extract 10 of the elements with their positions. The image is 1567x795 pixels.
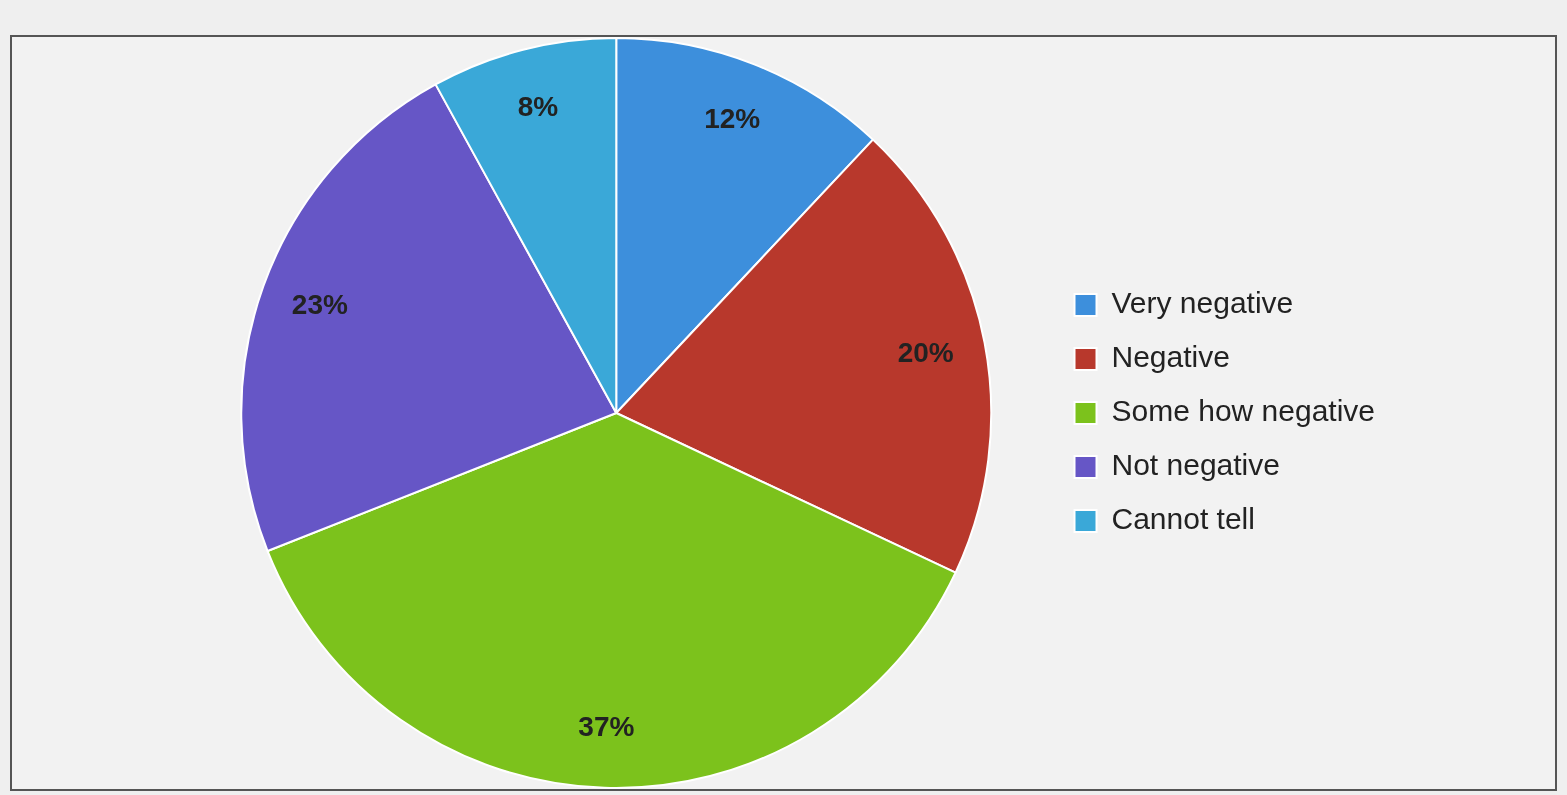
data-label: 23% <box>291 289 348 321</box>
data-label: 12% <box>704 102 761 134</box>
legend-label: Some how negative <box>1111 394 1375 428</box>
data-label: 20% <box>897 336 954 368</box>
legend-label: Not negative <box>1111 448 1280 482</box>
data-label: 37% <box>578 710 635 742</box>
data-label: 8% <box>517 90 559 122</box>
legend-label: Cannot tell <box>1111 502 1255 536</box>
legend-label: Negative <box>1111 340 1230 374</box>
legend-label: Very negative <box>1111 286 1294 320</box>
